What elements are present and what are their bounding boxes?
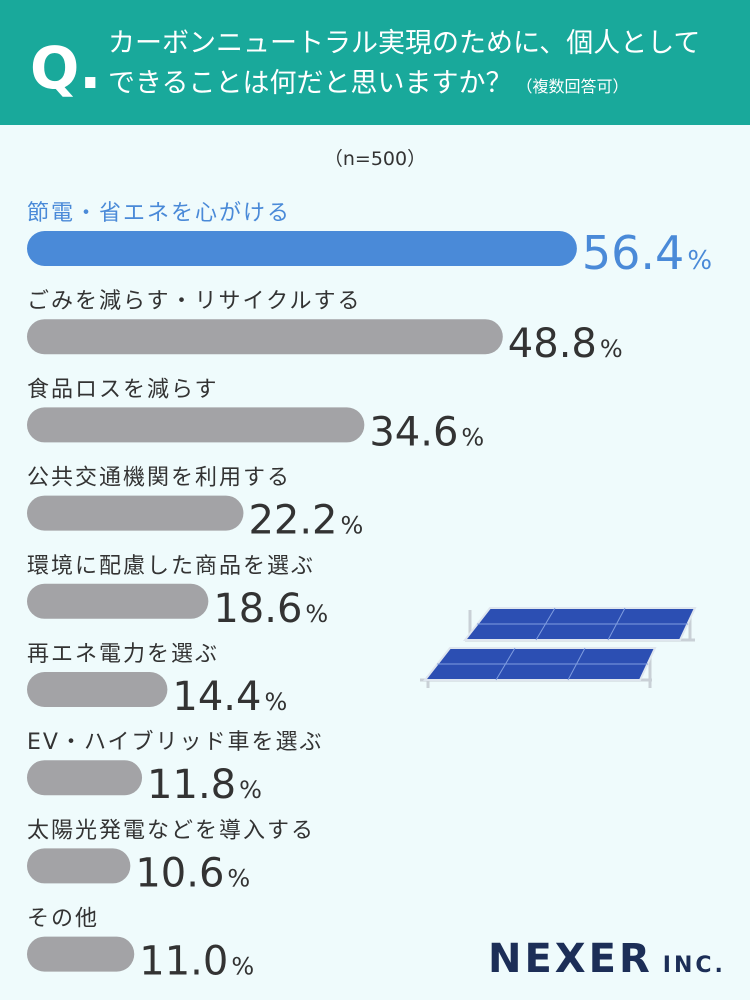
value-label: 18.6% (213, 586, 328, 632)
bar (27, 583, 209, 619)
bar (27, 231, 577, 266)
sample-size: （n=500） (324, 148, 426, 170)
value-unit: % (264, 688, 287, 716)
category-label: 公共交通機関を利用する (27, 466, 291, 491)
value-label: 11.8% (147, 762, 262, 808)
title-line-text: できることは何だと思いますか？ (108, 68, 512, 99)
value-unit: % (305, 600, 328, 628)
title-line: カーボンニュートラル実現のために、個人として (108, 28, 700, 59)
value-label: 48.8% (508, 321, 623, 367)
value-unit: % (687, 246, 712, 276)
value-number: 34.6 (369, 409, 458, 455)
bar (27, 407, 365, 443)
category-label: EV・ハイブリッド車を選ぶ (27, 730, 324, 755)
question-label: Q. (30, 34, 101, 102)
category-label: 再エネ電力を選ぶ (27, 642, 219, 667)
value-number: 14.4 (172, 674, 261, 720)
bar (27, 760, 143, 796)
brand-name-text: NEXER (488, 936, 653, 982)
value-label: 56.4% (582, 226, 712, 280)
category-label: その他 (27, 907, 99, 932)
bar (27, 848, 131, 884)
category-label: 食品ロスを減らす (27, 377, 219, 402)
value-label: 11.0% (139, 939, 254, 985)
category-label: ごみを減らす・リサイクルする (27, 289, 361, 314)
value-number: 18.6 (213, 586, 302, 632)
title-note: （複数回答可） (516, 77, 628, 96)
title-line: できることは何だと思いますか？ （複数回答可） (108, 68, 628, 99)
header-band (0, 0, 750, 125)
value-number: 22.2 (248, 498, 337, 544)
bar (27, 495, 244, 531)
value-number: 11.0 (139, 939, 228, 985)
value-number: 56.4 (582, 226, 684, 280)
brand-suffix: INC. (663, 953, 726, 978)
bar (27, 672, 168, 707)
solar-panel-illustration (420, 607, 697, 688)
value-unit: % (231, 953, 254, 981)
value-label: 14.4% (172, 674, 287, 720)
category-label: 太陽光発電などを導入する (27, 818, 315, 843)
value-label: 34.6% (369, 409, 484, 455)
value-label: 10.6% (135, 850, 250, 896)
brand-name: NEXER INC. (488, 936, 726, 982)
value-unit: % (239, 776, 262, 804)
bar (27, 319, 503, 355)
category-label: 環境に配慮した商品を選ぶ (27, 554, 315, 579)
bar (27, 936, 135, 972)
value-label: 22.2% (248, 498, 363, 544)
value-unit: % (600, 335, 623, 363)
value-number: 48.8 (508, 321, 597, 367)
value-unit: % (461, 423, 484, 451)
value-unit: % (227, 864, 250, 892)
value-number: 11.8 (147, 762, 236, 808)
value-unit: % (341, 512, 364, 540)
value-number: 10.6 (135, 850, 224, 896)
category-label: 節電・省エネを心がける (27, 201, 291, 226)
